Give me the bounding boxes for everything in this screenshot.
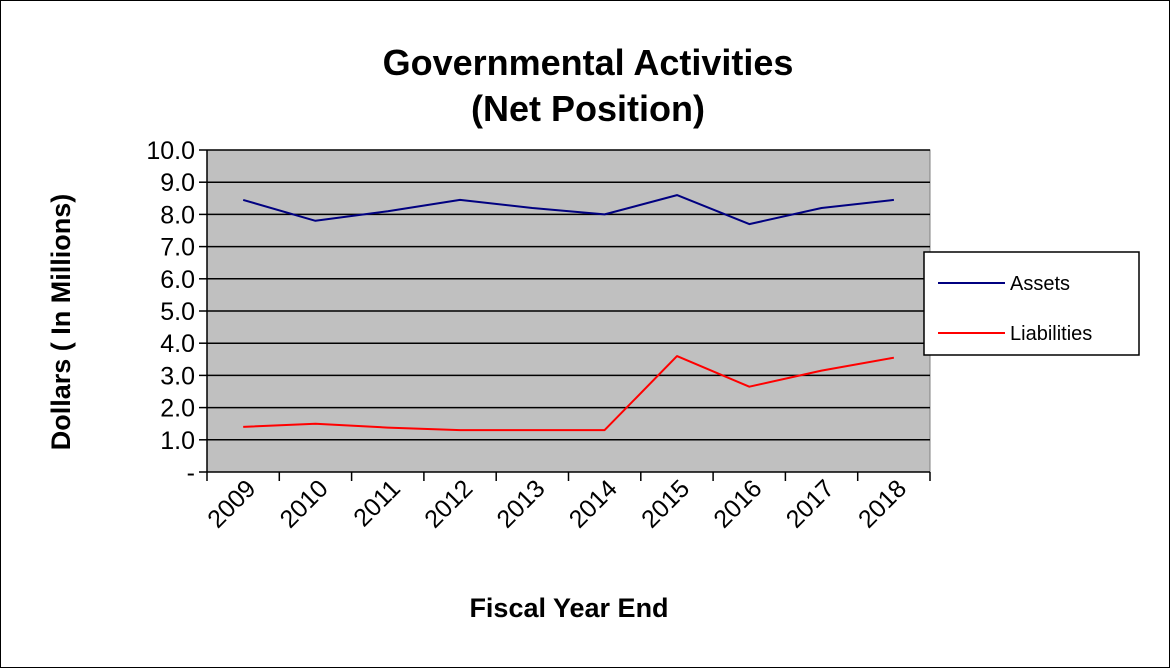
y-axis-title: Dollars ( In Millions) <box>46 194 76 451</box>
y-tick-label: 3.0 <box>160 362 195 390</box>
y-tick-label: - <box>187 459 195 487</box>
y-tick-label: 1.0 <box>160 427 195 455</box>
x-tick-label: 2009 <box>202 474 261 533</box>
y-tick-label: 10.0 <box>146 137 195 165</box>
x-tick-label: 2011 <box>348 474 406 532</box>
series-line-liabilities <box>243 355 895 432</box>
x-tick-label: 2018 <box>853 474 912 533</box>
y-tick-label: 7.0 <box>160 234 195 262</box>
legend: Assets Liabilities <box>923 251 1140 356</box>
legend-box <box>923 251 1140 356</box>
x-tick-label: 2014 <box>564 474 623 533</box>
x-tick-label: 2017 <box>781 474 840 533</box>
gridlines <box>207 149 930 441</box>
x-axis-title: Fiscal Year End <box>469 593 668 623</box>
chart-title: Governmental Activities <box>383 42 794 83</box>
legend-label-liabilities: Liabilities <box>1010 323 1092 345</box>
series-lines <box>242 194 895 432</box>
series-line-assets <box>242 194 895 226</box>
y-tick-label: 9.0 <box>160 169 195 197</box>
x-tick-label: 2012 <box>419 474 478 533</box>
y-tick-label: 8.0 <box>160 201 195 229</box>
chart-subtitle: (Net Position) <box>471 88 705 129</box>
legend-label-assets: Assets <box>1010 273 1070 295</box>
y-tick-labels: - 1.0 2.0 3.0 4.0 5.0 6.0 7.0 8.0 9.0 10.0 <box>146 137 195 487</box>
x-tick-labels: 2009 2010 2011 2012 2013 2014 2015 2016 2017 2018 <box>202 474 912 533</box>
x-tick-label: 2016 <box>708 474 767 533</box>
y-tick-label: 2.0 <box>160 395 195 423</box>
x-tick-label: 2010 <box>275 474 334 533</box>
y-tick-label: 5.0 <box>160 298 195 326</box>
x-tick-label: 2013 <box>491 474 550 533</box>
y-tick-label: 6.0 <box>160 266 195 294</box>
y-tick-label: 4.0 <box>160 330 195 358</box>
x-tick-label: 2015 <box>636 474 695 533</box>
axes <box>199 149 931 481</box>
